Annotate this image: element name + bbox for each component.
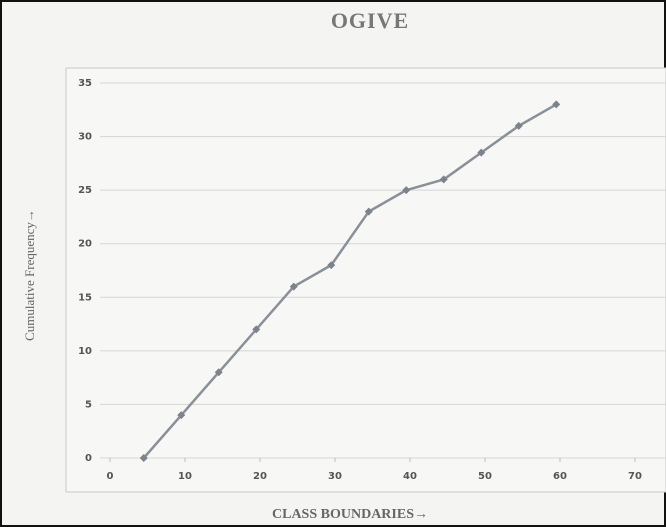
point xyxy=(552,100,561,109)
x-tick-label: 0 xyxy=(107,471,114,482)
x-tick-label: 60 xyxy=(553,471,567,482)
point xyxy=(252,325,261,334)
y-tick-label: 25 xyxy=(78,185,92,196)
point xyxy=(289,282,298,291)
point xyxy=(327,261,336,270)
y-tick-label: 35 xyxy=(78,78,92,89)
point xyxy=(214,368,223,377)
y-axis-label: Cumulative Frequency→ xyxy=(22,209,37,341)
point xyxy=(177,411,186,420)
x-tick-label: 40 xyxy=(403,471,417,482)
y-tick-label: 0 xyxy=(85,453,92,464)
x-tick-label: 20 xyxy=(253,471,267,482)
point xyxy=(514,121,523,130)
y-tick-label: 20 xyxy=(78,239,92,250)
y-tick-label: 15 xyxy=(78,292,92,303)
point xyxy=(364,207,373,216)
x-tick-label: 10 xyxy=(178,471,192,482)
y-tick-label: 30 xyxy=(78,132,92,143)
point xyxy=(477,148,486,157)
chart-title: OGIVE xyxy=(331,8,409,33)
plot-area xyxy=(65,67,666,493)
x-tick-label: 30 xyxy=(328,471,342,482)
point xyxy=(139,454,148,462)
ogive-line xyxy=(142,103,557,459)
y-tick-label: 5 xyxy=(85,399,92,410)
point xyxy=(439,175,448,184)
point xyxy=(402,186,411,195)
x-tick-label: 70 xyxy=(628,471,642,482)
y-tick-label: 10 xyxy=(78,346,92,357)
x-axis-label: CLASS BOUNDARIES→ xyxy=(272,507,428,522)
x-tick-label: 50 xyxy=(478,471,492,482)
